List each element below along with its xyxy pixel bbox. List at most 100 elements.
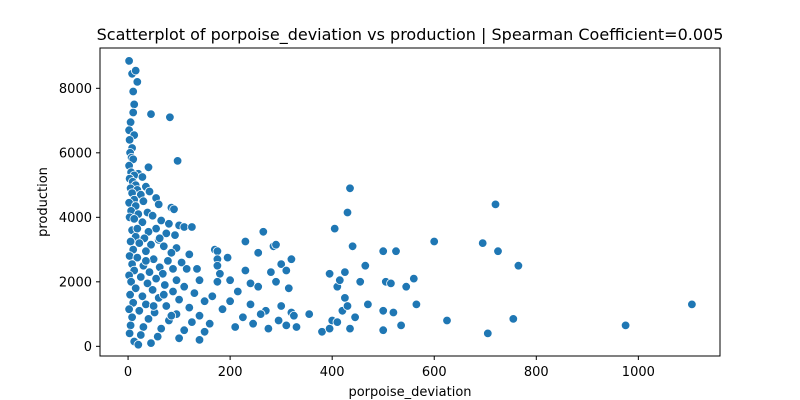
scatter-point	[253, 248, 263, 258]
scatter-point	[276, 301, 286, 311]
scatter-point	[345, 183, 355, 194]
scatter-point	[192, 264, 202, 274]
scatter-point	[248, 319, 258, 329]
y-axis: 0 2000 4000 6000 8000	[59, 82, 100, 355]
scatter-point	[146, 239, 156, 250]
scatter-point	[194, 311, 205, 321]
scatter-point	[147, 285, 158, 295]
scatter-point	[124, 56, 134, 66]
scatter-point	[160, 280, 170, 290]
scatter-point	[483, 328, 493, 339]
scatter-point	[169, 204, 179, 215]
scatter-point	[148, 254, 159, 264]
scatter-point	[378, 325, 388, 335]
scatter-point	[513, 261, 524, 271]
scatter-point	[128, 86, 138, 97]
scatter-point	[207, 291, 218, 302]
scatter-point	[184, 249, 195, 260]
scatter-point	[187, 317, 197, 327]
scatter-point	[141, 299, 151, 310]
scatter-point	[148, 301, 159, 311]
scatter-point	[215, 269, 225, 279]
scatter-point	[124, 251, 135, 261]
x-tick-label: 600	[422, 365, 447, 380]
x-tick-label: 400	[320, 365, 345, 380]
scatter-point	[179, 282, 189, 292]
scatter-point	[130, 283, 141, 294]
scatter-point	[238, 312, 248, 323]
scatter-point	[134, 238, 145, 248]
scatter-point	[245, 278, 256, 289]
scatter-point	[179, 325, 189, 335]
scatter-point	[324, 323, 335, 334]
scatter-point	[144, 186, 155, 197]
scatter-point	[401, 282, 411, 292]
scatter-point	[240, 265, 251, 276]
scatter-point	[174, 333, 184, 344]
scatter-point	[165, 112, 175, 123]
scatter-point	[154, 233, 165, 244]
scatter-point	[137, 217, 148, 227]
scatter-point	[146, 338, 156, 348]
scatter-point	[144, 267, 155, 277]
scatter-point	[289, 311, 299, 321]
scatter-point	[350, 312, 360, 323]
scatter-point	[127, 312, 137, 323]
scatter-point	[125, 236, 136, 247]
scatter-point	[281, 265, 292, 276]
scatter-point	[271, 277, 281, 287]
scatter-point	[134, 306, 145, 316]
x-tick-label: 0	[124, 365, 132, 380]
scatter-point	[194, 275, 205, 285]
scatter-point	[429, 236, 439, 247]
scatter-point	[271, 239, 281, 250]
scatter-point	[194, 335, 205, 345]
scatter-point	[163, 256, 173, 266]
scatter-point	[687, 299, 697, 310]
scatter-point	[284, 283, 294, 294]
scatter-point	[442, 315, 452, 326]
scatter-point	[159, 290, 169, 300]
scatter-point	[256, 309, 266, 319]
scatter-point	[281, 320, 292, 331]
scatter-point	[253, 282, 263, 292]
scatter-point	[355, 277, 365, 287]
scatter-point	[132, 252, 143, 263]
scatter-point	[263, 323, 274, 334]
scatter-point	[161, 301, 172, 311]
scatter-point	[170, 230, 180, 240]
scatter-point	[199, 327, 210, 337]
scatter-point	[276, 259, 286, 269]
y-tick-label: 4000	[59, 211, 92, 226]
scatter-point	[478, 238, 488, 248]
scatter-point	[212, 261, 223, 271]
scatter-point	[225, 275, 235, 285]
x-axis-label: porpoise_deviation	[348, 385, 471, 400]
scatter-point	[345, 323, 355, 334]
scatter-point	[126, 277, 136, 287]
scatter-point	[233, 286, 243, 297]
x-tick-label: 1000	[622, 365, 655, 380]
scatter-point	[411, 299, 422, 310]
scatter-point	[363, 299, 373, 310]
scatter-point	[204, 319, 215, 329]
scatter-point	[199, 296, 210, 306]
scatter-point	[258, 227, 269, 237]
y-tick-label: 2000	[59, 275, 92, 290]
scatter-point	[124, 135, 135, 145]
scatter-point	[153, 199, 164, 210]
scatter-point	[378, 246, 388, 256]
scatter-point	[141, 246, 151, 256]
points-layer	[124, 56, 697, 350]
scatter-point	[360, 261, 371, 271]
chart-title: Scatterplot of porpoise_deviation vs pro…	[97, 25, 724, 45]
scatter-point	[388, 307, 399, 318]
scatter-point	[409, 273, 419, 284]
scatter-point	[161, 228, 172, 239]
scatter-point	[164, 219, 174, 229]
scatter-point	[156, 215, 166, 226]
scatter-point	[184, 302, 195, 313]
scatter-point	[152, 331, 163, 342]
scatter-point	[222, 252, 233, 263]
scatter-point	[266, 267, 276, 277]
